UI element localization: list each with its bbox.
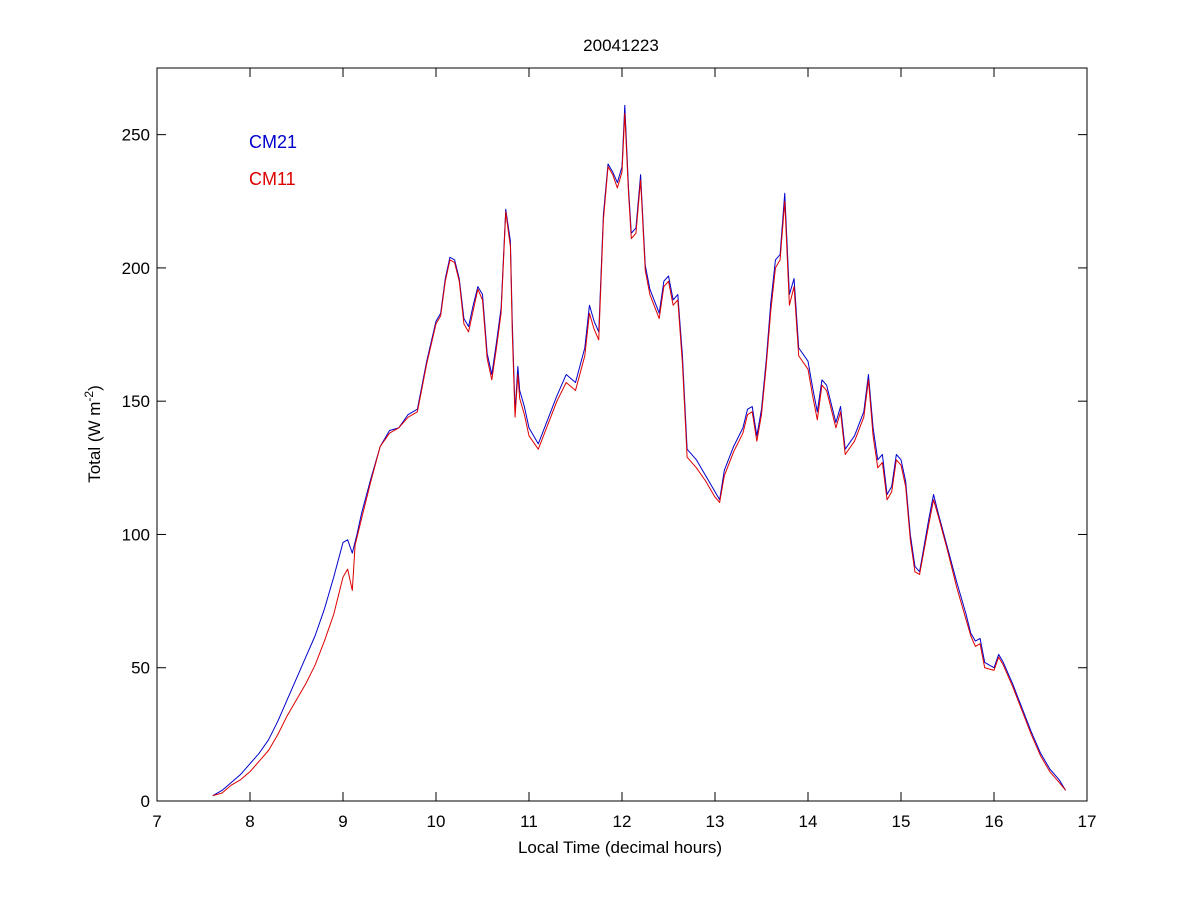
- x-tick-label: 13: [706, 812, 725, 831]
- legend: CM21 CM11: [249, 132, 297, 189]
- x-tick-label: 7: [152, 812, 161, 831]
- y-tick-label: 250: [122, 126, 150, 145]
- y-tick-label: 200: [122, 259, 150, 278]
- legend-label-cm21: CM21: [249, 132, 297, 152]
- x-axis-ticks: 7 8 9 10 11 12 13 14 15 16 17: [152, 68, 1096, 831]
- chart-title: 20041223: [583, 36, 659, 55]
- y-axis-title-superscript: -2: [82, 391, 96, 402]
- y-axis-title-main: Total (W m: [85, 402, 104, 483]
- x-tick-label: 14: [799, 812, 818, 831]
- x-tick-label: 12: [613, 812, 632, 831]
- series-layer: [212, 104, 1067, 797]
- x-tick-label: 11: [520, 812, 538, 831]
- y-axis-title-close: ): [85, 385, 104, 391]
- x-tick-label: 8: [245, 812, 254, 831]
- y-tick-label: 0: [141, 792, 150, 811]
- y-axis-ticks: 0 50 100 150 200 250: [122, 126, 1087, 811]
- y-axis-title: Total (W m-2): [82, 385, 104, 483]
- y-tick-label: 150: [122, 392, 150, 411]
- legend-label-cm11: CM11: [249, 169, 296, 189]
- x-axis-title: Local Time (decimal hours): [518, 838, 722, 857]
- x-tick-label: 16: [985, 812, 1004, 831]
- x-tick-label: 10: [427, 812, 446, 831]
- series-line-cm11: [212, 112, 1066, 797]
- x-tick-label: 9: [338, 812, 347, 831]
- y-tick-label: 50: [131, 659, 150, 678]
- x-tick-label: 17: [1078, 812, 1097, 831]
- y-tick-label: 100: [122, 525, 150, 544]
- x-tick-label: 15: [892, 812, 911, 831]
